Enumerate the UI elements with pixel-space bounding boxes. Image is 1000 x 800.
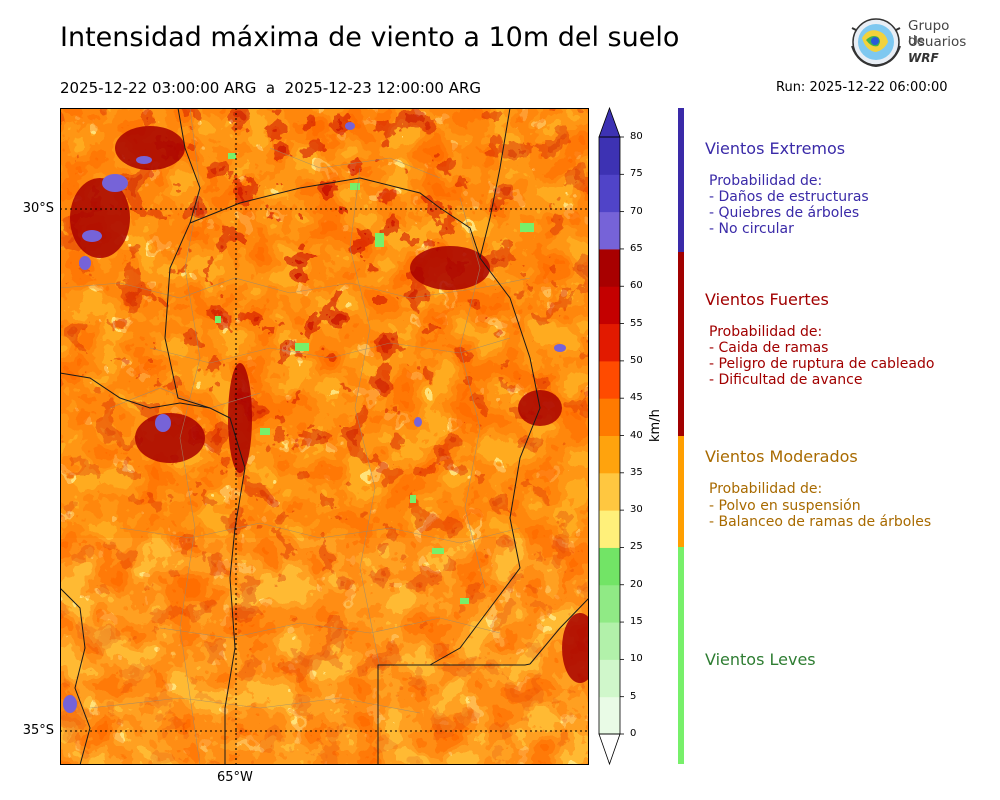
colorbar-segment — [599, 696, 620, 735]
colorbar-segment — [599, 248, 620, 287]
logo-text-line2: Usuarios — [908, 34, 967, 50]
colorbar-segment — [599, 211, 620, 250]
colorbar-segment — [599, 472, 620, 511]
colorbar-segment — [599, 510, 620, 548]
wind-map-canvas — [60, 108, 589, 765]
colorbar — [598, 106, 624, 766]
logo-text-line1: Grupo de — [908, 18, 950, 49]
category-line: - Caida de ramas — [709, 340, 829, 356]
logo-text-wrf: WRF — [908, 51, 939, 65]
globe-logo-icon — [851, 18, 901, 68]
category-title-leves: Vientos Leves — [705, 650, 816, 669]
colorbar-tick-label: 20 — [630, 578, 643, 590]
colorbar-tick-label: 55 — [630, 317, 643, 329]
category-bar-fuertes — [678, 252, 684, 436]
colorbar-segment — [599, 360, 620, 399]
colorbar-tick-label: 45 — [630, 392, 643, 404]
category-line: Probabilidad de: — [709, 481, 823, 497]
run-timestamp: Run: 2025-12-22 06:00:00 — [776, 80, 948, 95]
category-line: - Polvo en suspensión — [709, 498, 861, 514]
colorbar-segment — [599, 584, 620, 623]
colorbar-segment — [599, 137, 620, 175]
colorbar-tick-label: 5 — [630, 690, 637, 702]
colorbar-unit: km/h — [648, 409, 663, 442]
colorbar-segment — [599, 286, 620, 325]
category-line: Probabilidad de: — [709, 173, 823, 189]
category-title-moderados: Vientos Moderados — [705, 447, 858, 466]
lat-label-30s: 30°S — [22, 201, 54, 216]
colorbar-tick-label: 30 — [630, 504, 643, 516]
colorbar-extend-max — [598, 106, 621, 138]
colorbar-tick-label: 75 — [630, 168, 643, 180]
colorbar-tick-label: 10 — [630, 653, 643, 665]
wind-map[interactable] — [60, 108, 589, 765]
category-line: - Daños de estructuras — [709, 189, 869, 205]
category-line: - No circular — [709, 221, 794, 237]
forecast-period: 2025-12-22 03:00:00 ARG a 2025-12-23 12:… — [60, 79, 482, 97]
category-line: - Quiebres de árboles — [709, 205, 860, 221]
colorbar-tick-label: 50 — [630, 354, 643, 366]
colorbar-tick-label: 65 — [630, 242, 643, 254]
category-line: - Peligro de ruptura de cableado — [709, 356, 935, 372]
map-title: Intensidad máxima de viento a 10m del su… — [60, 22, 680, 53]
colorbar-tick-label: 80 — [630, 131, 643, 142]
colorbar-segment — [599, 659, 620, 698]
colorbar-tick-label: 60 — [630, 280, 643, 292]
colorbar-tick-label: 35 — [630, 466, 643, 478]
colorbar-segment — [599, 323, 620, 362]
category-title-extremos: Vientos Extremos — [705, 139, 846, 158]
category-bar-moderados — [678, 436, 684, 547]
category-line: Probabilidad de: — [709, 324, 823, 340]
colorbar-tick-label: 0 — [630, 728, 637, 739]
colorbar-segment — [599, 435, 620, 474]
colorbar-segment — [599, 622, 620, 660]
lat-label-35s: 35°S — [22, 723, 54, 738]
colorbar-tick-label: 25 — [630, 541, 643, 553]
wrf-users-logo: Grupo de Usuarios WRF — [848, 16, 968, 72]
category-bar-extremos — [678, 108, 684, 252]
colorbar-segment — [599, 547, 620, 586]
category-line: - Balanceo de ramas de árboles — [709, 514, 932, 530]
category-line: - Dificultad de avance — [709, 372, 863, 388]
category-bar-leves — [678, 547, 684, 764]
colorbar-segment — [599, 398, 620, 436]
colorbar-extend-min — [598, 733, 621, 766]
colorbar-tick-label: 15 — [630, 616, 643, 628]
category-title-fuertes: Vientos Fuertes — [705, 290, 829, 309]
colorbar-tick-label: 70 — [630, 205, 643, 217]
colorbar-tick-label: 40 — [630, 429, 643, 441]
lon-label-65w: 65°W — [217, 770, 253, 785]
colorbar-segment — [599, 174, 620, 213]
